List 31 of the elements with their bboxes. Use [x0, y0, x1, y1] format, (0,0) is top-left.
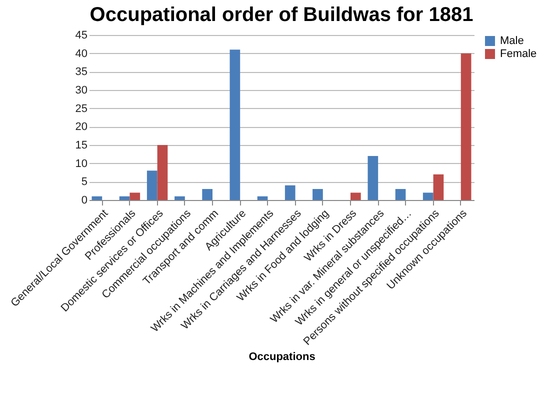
- legend-label: Male: [500, 35, 524, 47]
- x-axis-title: Occupations: [248, 351, 316, 364]
- bar: [146, 170, 158, 200]
- y-tick-label: 35: [75, 66, 88, 78]
- bar: [284, 185, 296, 200]
- bar: [202, 189, 213, 200]
- legend-label: Female: [500, 48, 537, 60]
- y-tick-label: 30: [75, 84, 88, 96]
- chart-title: Occupational order of Buildwas for 1881: [90, 4, 474, 26]
- bar: [157, 145, 168, 200]
- bar: [460, 53, 472, 200]
- bar: [350, 192, 361, 200]
- bar: [395, 189, 406, 200]
- y-tick-label: 15: [75, 140, 88, 152]
- bar: [119, 196, 130, 200]
- bar: [312, 189, 323, 200]
- y-tick-label: 40: [75, 48, 88, 60]
- y-tick-label: 5: [81, 176, 88, 188]
- y-tick-label: 10: [75, 158, 88, 170]
- y-tick-label: 45: [75, 30, 88, 42]
- y-tick-label: 0: [81, 194, 88, 206]
- y-tick-label: 25: [75, 102, 88, 115]
- bar: [422, 192, 434, 200]
- bar: [130, 192, 140, 200]
- bar: [257, 196, 268, 200]
- y-tick-label: 20: [75, 121, 88, 134]
- bar: [174, 196, 185, 200]
- bar: [368, 156, 378, 200]
- bar: [92, 196, 102, 200]
- bar: [433, 174, 444, 200]
- bar: [230, 50, 240, 200]
